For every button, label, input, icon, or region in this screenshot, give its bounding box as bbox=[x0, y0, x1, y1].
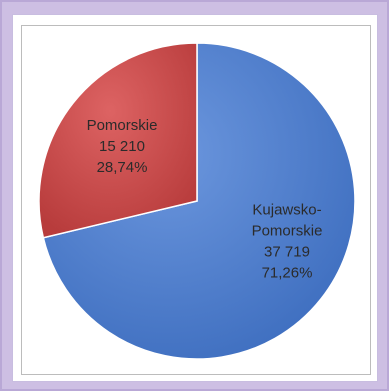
slice-label-percent: 28,74% bbox=[97, 159, 148, 176]
pie-slice-pomorskie bbox=[38, 42, 198, 239]
chart-panel: Kujawsko- Pomorskie 37 719 71,26% Pomorskie 1… bbox=[12, 14, 378, 382]
pie-slice-kujawsko-pomorskie bbox=[42, 42, 356, 360]
slice-label-pomorskie: Pomorskie 15 210 28,74% bbox=[87, 117, 158, 176]
pie-chart: Kujawsko- Pomorskie 37 719 71,26% Pomorskie 1… bbox=[38, 42, 356, 360]
slice-label-label: Pomorskie bbox=[252, 223, 323, 240]
slice-label-percent: 71,26% bbox=[262, 265, 313, 282]
plot-area: Kujawsko- Pomorskie 37 719 71,26% Pomorskie 1… bbox=[21, 25, 371, 375]
slice-label-label: Pomorskie bbox=[87, 117, 158, 134]
slice-label-value-text: 15 210 bbox=[99, 138, 145, 155]
slice-label-value-text: 37 719 bbox=[264, 244, 310, 261]
slice-label-kujawsko-pomorskie: Kujawsko- Pomorskie 37 719 71,26% bbox=[252, 202, 323, 282]
slice-label-label: Kujawsko- bbox=[252, 202, 321, 219]
